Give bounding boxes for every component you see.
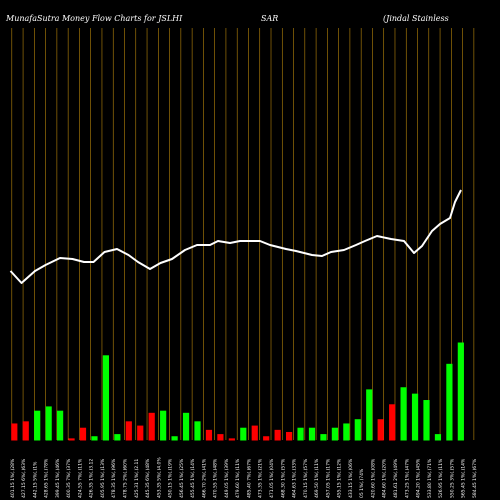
x-tick-label: 400.35 7%(.)37%: [66, 458, 72, 498]
flow-bar: [240, 427, 247, 441]
flow-bar: [308, 427, 316, 441]
x-tick-label: 401.15 1%(.)28%: [10, 458, 16, 498]
flow-bar: [343, 423, 350, 441]
x-tick-label: 478.35 1%(.)96%: [111, 458, 117, 498]
x-tick-label: 425.31 1%(.)2.11: [134, 459, 140, 498]
flow-bar: [57, 410, 64, 441]
x-tick-label: 455.15 1%(.)12%: [337, 458, 343, 498]
flow-bar: [148, 412, 155, 441]
money-flow-bars: [11, 342, 464, 441]
flow-bar: [79, 427, 87, 441]
x-tick-label: 420.60 1%(.)08%: [370, 458, 376, 498]
x-tick-label: 466.70 2%(.)41%: [201, 458, 207, 498]
flow-bar: [457, 342, 464, 441]
flow-bar: [297, 427, 304, 441]
x-tick-label: 473.25 1%(.)47%: [404, 458, 410, 498]
chart-header-left: MunafaSutra Money Flow Charts for JSLHI: [5, 14, 183, 23]
flow-bar: [411, 393, 419, 441]
x-tick-label: 533.80 1%(.)71%: [427, 458, 433, 498]
x-tick-label: 565.45 1%(.)14%: [461, 458, 467, 498]
flow-bar: [377, 419, 384, 441]
x-tick-label: 455.45 1%(.)14%: [190, 458, 196, 498]
x-tick-label: 584.45 1%(.)67%: [472, 458, 478, 498]
x-tick-label: 433.15 1%(.)06%: [348, 458, 354, 498]
x-tick-label: 468.30 1%(.)57%: [280, 458, 286, 498]
x-tick-label: 479.60 1%(.)11%: [235, 458, 241, 498]
flow-bar: [400, 387, 407, 441]
flow-bar: [286, 431, 293, 441]
flow-bar: [125, 421, 132, 441]
flow-bar: [68, 438, 75, 441]
x-tick-label: 428.65 1%(.)78%: [44, 458, 50, 498]
x-tick-label: 494.20 1%(.)45%: [416, 458, 422, 498]
flow-bar: [137, 425, 144, 441]
x-tick-label: 469.50 1%(.)11%: [314, 458, 320, 498]
x-tick-label: 427.15 6%(.)63%: [21, 458, 27, 498]
x-tick-label: 449.05 1%(.)39%: [224, 458, 230, 498]
flow-bar: [251, 425, 258, 441]
x-tick-label: 450.15 1%(.)19%: [168, 458, 174, 498]
x-tick-label: 485.40 7%(.)67%: [246, 458, 252, 498]
flow-bar: [217, 434, 224, 441]
flow-bar: [171, 436, 178, 441]
x-tick-label: 471.05 1%(.)04%: [269, 458, 275, 498]
x-tick-label: 478.75 2%(.)60%: [123, 458, 129, 498]
flow-bar: [228, 438, 235, 441]
x-tick-label: 405.95 1%(.)13%: [100, 458, 106, 498]
x-tick-label: 484.60 1%(.)20%: [382, 458, 388, 498]
chart-header-center: SAR: [261, 14, 278, 23]
flow-bar: [331, 427, 338, 441]
flow-bar: [354, 419, 361, 441]
x-tick-label: 457.05 1%(.)17%: [325, 458, 331, 498]
grid-lines: [11, 28, 475, 440]
flow-bar: [263, 436, 270, 441]
chart-header-right: (Jindal Stainless: [383, 14, 449, 23]
flow-bar: [160, 410, 167, 441]
flow-bar: [446, 363, 453, 441]
x-axis-tick-labels: 401.15 1%(.)28% 427.15 6%(.)63% 442.15 5%(…: [10, 457, 478, 498]
flow-bar: [274, 429, 281, 441]
flow-bar: [45, 406, 52, 441]
x-tick-label: 470.15 1%(.)57%: [303, 458, 309, 498]
flow-bar: [114, 434, 121, 441]
x-tick-label: 473.35 1%(.)21%: [258, 458, 264, 498]
flow-bar: [182, 412, 190, 441]
flow-bar: [320, 434, 327, 441]
x-tick-label: 456.45 1%(.)25%: [179, 458, 185, 498]
flow-bar: [423, 400, 430, 441]
flow-bar: [22, 421, 29, 441]
flow-bar: [194, 421, 201, 441]
x-tick-label: 424.55 7%(.)11%: [77, 458, 83, 498]
x-tick-label: 470.55 1%(.)48%: [213, 458, 219, 498]
x-tick-label: 05 1%(.)74%: [359, 468, 365, 498]
price-line: [9, 189, 462, 284]
x-tick-label: 442.15 5%(.)1%: [32, 461, 38, 498]
x-tick-label: 445.35 6%(.)48%: [145, 458, 151, 498]
flow-bar: [434, 434, 442, 441]
x-tick-label: 481.61 2%(.)49%: [393, 458, 399, 498]
x-tick-label: 453.35 5%(.)4.0%: [156, 457, 162, 498]
x-tick-label: 526.95 1%(.)11%: [438, 458, 444, 498]
x-tick-label: 550.25 3%(.)57%: [449, 458, 455, 498]
flow-bar: [366, 389, 373, 441]
x-tick-label: 464.63 1%(.)33%: [292, 458, 298, 498]
flow-bar: [11, 423, 18, 441]
x-tick-label: 399.45 1%(.)46%: [55, 458, 61, 498]
flow-bar: [91, 436, 98, 441]
flow-bar: [34, 410, 41, 441]
flow-bar: [205, 429, 213, 441]
x-tick-label: 426.35 1%(.)3.12: [89, 459, 95, 498]
flow-bar: [389, 404, 396, 441]
flow-bar: [102, 355, 109, 441]
